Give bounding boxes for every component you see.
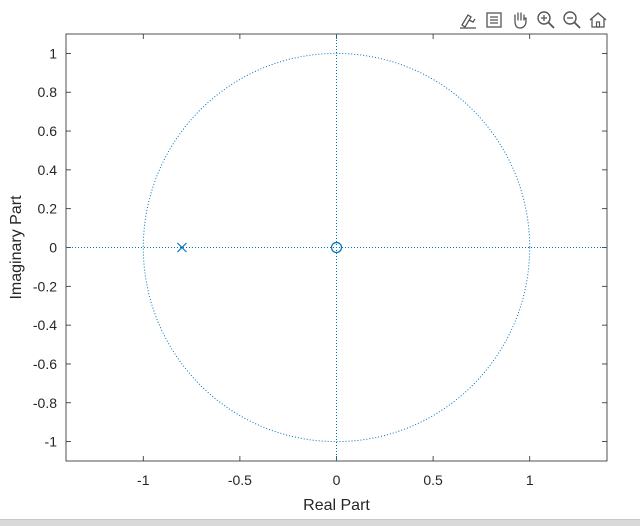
data-tips-icon — [486, 12, 502, 28]
data-tips-button[interactable] — [482, 8, 506, 32]
x-tick-label: -1 — [137, 472, 150, 488]
home-button[interactable] — [586, 8, 610, 32]
x-tick-label: -0.5 — [228, 472, 252, 488]
x-axis-title: Real Part — [303, 497, 370, 514]
y-tick-label: -1 — [45, 434, 58, 450]
pan-button[interactable] — [508, 8, 532, 32]
zoom-out-button[interactable] — [560, 8, 584, 32]
window-bottom-border — [0, 519, 640, 526]
unit-circle — [142, 52, 531, 443]
y-tick-label: -0.8 — [33, 395, 57, 411]
y-axis-title: Imaginary Part — [8, 195, 25, 300]
brush-icon — [460, 14, 476, 29]
axes-toolbar — [456, 8, 610, 32]
zoom-in-button[interactable] — [534, 8, 558, 32]
y-tick-label: 0.6 — [38, 123, 58, 139]
zero-marker — [330, 241, 343, 254]
zoom-in-icon — [537, 11, 555, 29]
y-tick-label: -0.2 — [33, 278, 57, 294]
pan-icon — [514, 12, 527, 29]
y-tick-label: 0 — [49, 240, 57, 256]
x-tick-label: 1 — [526, 472, 534, 488]
pole-marker — [177, 242, 187, 253]
pole-marker-stroke — [177, 242, 187, 253]
x-tick-label: 0.5 — [423, 472, 443, 488]
y-tick-label: 1 — [49, 45, 57, 61]
zoom-out-icon — [563, 11, 581, 29]
brush-button[interactable] — [456, 8, 480, 32]
home-icon — [589, 12, 607, 28]
x-tick-label: 0 — [333, 472, 341, 488]
y-tick-label: 0.4 — [38, 162, 58, 178]
y-tick-label: -0.6 — [33, 356, 57, 372]
y-tick-label: 0.2 — [38, 201, 58, 217]
y-tick-label: 0.8 — [38, 84, 58, 100]
y-tick-label: -0.4 — [33, 317, 57, 333]
